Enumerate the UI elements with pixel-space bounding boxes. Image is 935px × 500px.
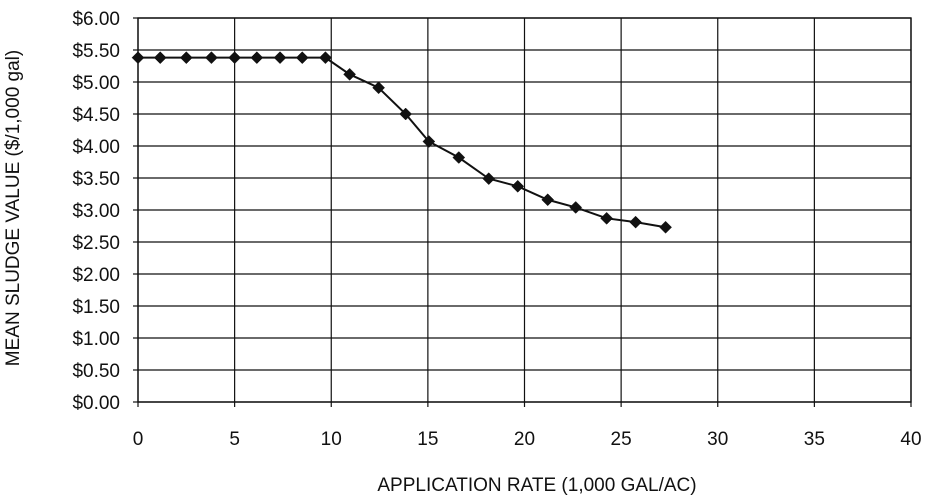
y-axis-title: MEAN SLUDGE VALUE ($/1,000 gal) <box>3 50 24 366</box>
data-point <box>482 172 496 185</box>
data-point <box>295 51 309 65</box>
data-point <box>273 51 287 65</box>
y-tick-label: $1.00 <box>72 329 120 350</box>
axes <box>133 17 912 407</box>
data-point <box>569 201 583 214</box>
y-tick-label: $6.00 <box>72 9 120 30</box>
x-tick-label: 5 <box>229 429 240 450</box>
data-point <box>179 51 193 65</box>
data-point <box>131 51 145 65</box>
x-tick-label: 20 <box>514 429 535 450</box>
data-point <box>511 179 525 193</box>
data-point <box>153 51 167 65</box>
y-tick-label: $5.50 <box>72 41 120 62</box>
x-tick-label: 25 <box>611 429 632 450</box>
data-point <box>372 81 385 95</box>
data-point <box>629 215 642 229</box>
x-tick-label: 30 <box>707 429 728 450</box>
tick-labels: 0 5 10 15 20 25 30 35 40 $0.00 $0.50 $1.00 $1.50 $2.0… <box>72 9 921 450</box>
y-tick-label: $0.00 <box>72 393 120 414</box>
y-tick-label: $1.50 <box>72 297 120 318</box>
data-point <box>250 51 264 65</box>
y-tick-label: $3.00 <box>72 201 120 222</box>
data-point <box>205 51 218 65</box>
y-tick-label: $4.00 <box>72 137 120 158</box>
data-point <box>228 51 241 65</box>
y-tick-label: $4.50 <box>72 105 120 126</box>
y-tick-label: $2.50 <box>72 233 120 254</box>
series-layer <box>131 51 672 234</box>
data-point <box>422 135 436 148</box>
y-tick-label: $2.00 <box>72 265 120 286</box>
data-point <box>399 107 413 121</box>
data-point <box>452 151 466 164</box>
x-tick-label: 40 <box>900 429 921 450</box>
x-axis-title: APPLICATION RATE (1,000 GAL/AC) <box>377 475 696 496</box>
data-point <box>600 211 613 225</box>
data-point <box>659 220 672 234</box>
y-tick-label: $3.50 <box>72 169 120 190</box>
data-point <box>343 67 356 81</box>
data-point <box>541 193 555 207</box>
x-tick-label: 35 <box>804 429 825 450</box>
x-tick-label: 0 <box>133 429 144 450</box>
plot-frame <box>137 17 912 403</box>
x-tick-label: 10 <box>321 429 342 450</box>
y-tick-label: $0.50 <box>72 361 120 382</box>
x-tick-label: 15 <box>417 429 438 450</box>
data-point <box>319 51 332 65</box>
y-tick-label: $5.00 <box>72 73 120 94</box>
